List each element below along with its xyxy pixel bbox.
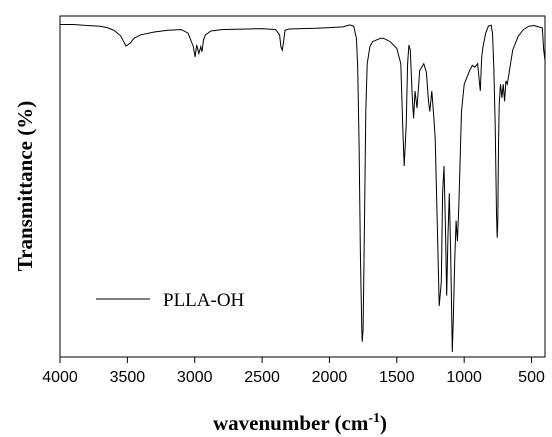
x-tick-label-1000: 1000 [446,369,482,386]
y-axis-title: Transmittance (%) [13,101,37,272]
x-tick-label-2500: 2500 [244,369,280,386]
x-axis-tick-labels: 4000 3500 3000 2500 2000 1500 1000 500 [42,369,545,386]
x-tick-label-500: 500 [518,369,545,386]
series-line-plla-oh [60,24,546,352]
x-tick-label-3000: 3000 [177,369,213,386]
x-axis-ticks [59,357,533,363]
x-axis-title: wavenumber (cm-1) [213,411,387,435]
legend-entry-label: PLLA-OH [163,290,245,311]
x-tick-label-3500: 3500 [110,369,146,386]
x-tick-label-2000: 2000 [312,369,348,386]
x-tick-label-1500: 1500 [379,369,415,386]
legend: PLLA-OH [96,290,245,311]
plot-frame [59,15,546,358]
x-tick-label-4000: 4000 [42,369,78,386]
x-axis-title-superscript: -1 [368,411,380,426]
